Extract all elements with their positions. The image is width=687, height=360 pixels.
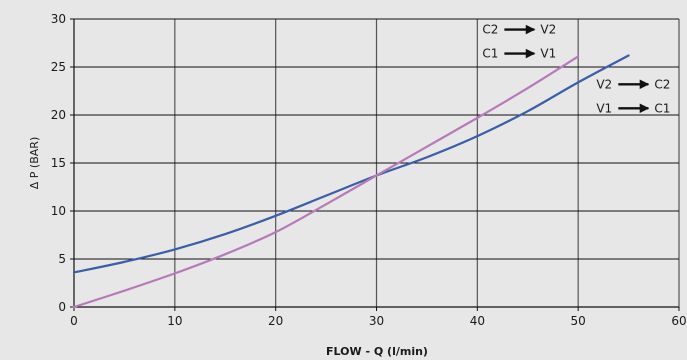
series-line-1 [72, 54, 630, 274]
grid [74, 18, 680, 307]
flow-label-from: C2 [482, 23, 498, 37]
flow-label-to: C2 [654, 77, 670, 91]
y-tick-label: 5 [58, 252, 66, 266]
x-tick-label: 30 [369, 314, 384, 328]
x-axis-label: FLOW - Q (l/min) [326, 345, 428, 358]
flow-label-v2-to-c2: V2 C2 [596, 77, 670, 91]
x-tick-label: 10 [167, 314, 182, 328]
y-tick-label: 30 [51, 12, 66, 26]
y-tick-label: 20 [51, 108, 66, 122]
y-axis-label: Δ P (BAR) [28, 137, 41, 189]
flow-label-from: V1 [596, 101, 612, 115]
x-tick-label: 40 [470, 314, 485, 328]
x-tick-label: 60 [671, 314, 686, 328]
x-tick-label: 0 [70, 314, 78, 328]
x-tick-label: 50 [571, 314, 586, 328]
x-tick-label: 20 [268, 314, 283, 328]
y-tick-label: 10 [51, 204, 66, 218]
series-lines [72, 54, 630, 309]
y-tick-label: 0 [58, 300, 66, 314]
flow-direction-labels: C2 V2 C1 V1 V2 C2 V1 C1 [482, 23, 670, 116]
flow-label-to: C1 [654, 101, 670, 115]
flow-label-c2-to-v2: C2 V2 [482, 23, 556, 37]
flow-label-to: V1 [540, 47, 556, 61]
y-tick-label: 15 [51, 156, 66, 170]
series-line-2 [72, 55, 580, 309]
flow-label-from: V2 [596, 77, 612, 91]
flow-label-from: C1 [482, 47, 498, 61]
flow-label-to: V2 [540, 23, 556, 37]
flow-label-v1-to-c1: V1 C1 [596, 101, 670, 115]
flow-label-c1-to-v1: C1 V1 [482, 47, 556, 61]
axes [70, 18, 680, 311]
y-tick-label: 25 [51, 60, 66, 74]
tick-labels: 0 10 20 30 40 50 60 0 5 10 15 20 25 30 [51, 12, 687, 328]
